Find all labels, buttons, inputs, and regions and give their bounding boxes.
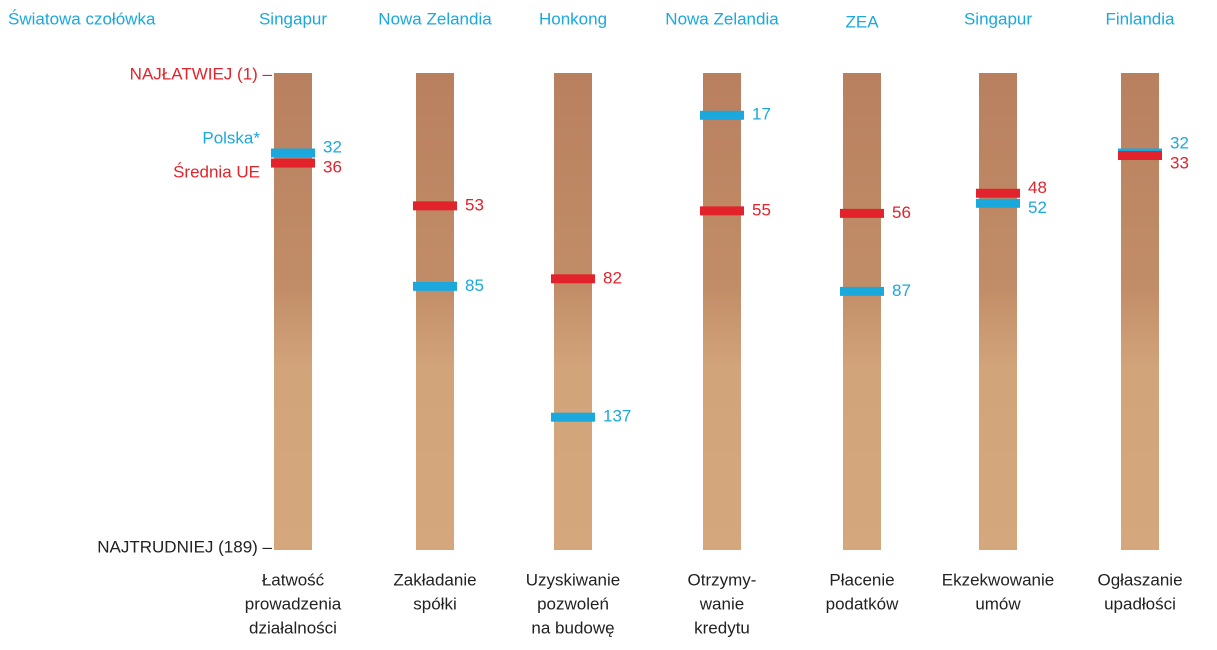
category-label: Otrzymy- [688, 570, 757, 589]
leader-label: Honkong [539, 9, 607, 28]
leader-label: Singapur [964, 9, 1032, 28]
rank-marker [840, 208, 884, 218]
category-label: Łatwość [262, 570, 325, 589]
top-label: Światowa czołówka [8, 9, 156, 28]
category-label: umów [975, 594, 1021, 613]
category-label: pozwoleń [537, 594, 609, 613]
category-label: kredytu [694, 618, 750, 637]
rank-marker [976, 188, 1020, 198]
rank-marker [840, 286, 884, 296]
column [1121, 73, 1159, 550]
rank-marker [271, 158, 315, 168]
column [703, 73, 741, 550]
rank-marker [700, 206, 744, 216]
value-label: 137 [603, 407, 631, 426]
category-label: podatków [826, 594, 899, 613]
category-label: spółki [413, 594, 456, 613]
rank-marker [413, 201, 457, 211]
value-label: 32 [323, 138, 342, 157]
value-label: 53 [465, 195, 484, 214]
category-label: działalności [249, 618, 337, 637]
value-label: 85 [465, 276, 484, 295]
leader-label: Singapur [259, 9, 327, 28]
value-label: 48 [1028, 178, 1047, 197]
rank-marker [413, 281, 457, 291]
leader-label: Nowa Zelandia [665, 9, 779, 28]
column [843, 73, 881, 550]
category-label: Płacenie [829, 570, 894, 589]
category-label: Ekzekwowanie [942, 570, 1054, 589]
leader-label: Finlandia [1106, 9, 1176, 28]
y-tick-label: NAJTRUDNIEJ (189) – [97, 537, 272, 556]
rank-marker [700, 110, 744, 120]
rank-marker [551, 412, 595, 422]
value-label: 55 [752, 200, 771, 219]
value-label: 17 [752, 105, 771, 124]
legend-label: Średnia UE [173, 163, 260, 182]
column [554, 73, 592, 550]
rank-marker [551, 274, 595, 284]
leader-label: Nowa Zelandia [378, 9, 492, 28]
value-label: 87 [892, 281, 911, 300]
value-label: 33 [1170, 154, 1189, 173]
category-label: Uzyskiwanie [526, 570, 620, 589]
column [979, 73, 1017, 550]
category-label: Ogłaszanie [1097, 570, 1182, 589]
category-label: Zakładanie [393, 570, 476, 589]
value-label: 52 [1028, 198, 1047, 217]
legend-label: Polska* [202, 128, 260, 147]
category-label: wanie [699, 594, 744, 613]
leader-label: ZEA [845, 12, 879, 31]
value-label: 82 [603, 268, 622, 287]
value-label: 36 [323, 158, 342, 177]
column [274, 73, 312, 550]
category-label: prowadzenia [245, 594, 342, 613]
value-label: 32 [1170, 134, 1189, 153]
category-label: upadłości [1104, 594, 1176, 613]
y-tick-label: NAJŁATWIEJ (1) – [130, 64, 273, 83]
column [416, 73, 454, 550]
rank-marker [1118, 151, 1162, 161]
value-label: 56 [892, 203, 911, 222]
rank-marker [271, 148, 315, 158]
category-label: na budowę [531, 618, 614, 637]
rank-marker [976, 198, 1020, 208]
